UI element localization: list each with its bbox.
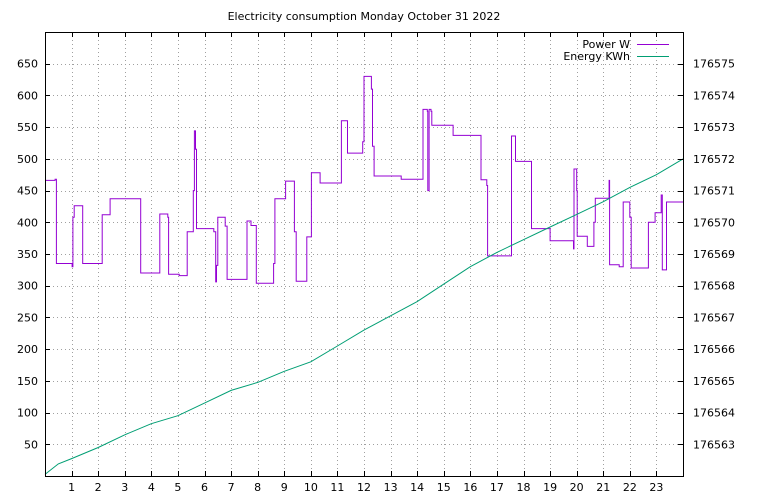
x-tick-label: 20 [570, 481, 584, 494]
y-tick-label: 350 [17, 248, 38, 261]
series-line-2 [44, 158, 684, 475]
legend-label: Energy KWh [563, 50, 630, 63]
y2-tick-label: 176567 [693, 311, 735, 324]
y-tick-label: 500 [17, 153, 38, 166]
y-tick-label: 650 [17, 58, 38, 71]
x-tick-label: 9 [281, 481, 288, 494]
y2-tick-label: 176563 [693, 438, 735, 451]
x-tick-label: 22 [623, 481, 637, 494]
y2-tick-label: 176574 [693, 89, 735, 102]
legend-label: Power W [582, 38, 630, 51]
x-tick-label: 8 [254, 481, 261, 494]
y2-tick-label: 176564 [693, 407, 735, 420]
series-line-1 [45, 75, 683, 284]
y2-tick-label: 176569 [693, 248, 735, 261]
x-tick-label: 4 [148, 481, 155, 494]
y2-tick-label: 176570 [693, 216, 735, 229]
x-tick-label: 21 [596, 481, 610, 494]
y2-tick-label: 176566 [693, 343, 735, 356]
x-tick-label: 13 [384, 481, 398, 494]
chart-title: Electricity consumption Monday October 3… [228, 10, 501, 23]
x-tick-label: 23 [649, 481, 663, 494]
x-tick-label: 19 [543, 481, 557, 494]
x-tick-label: 6 [201, 481, 208, 494]
x-tick-label: 1 [68, 481, 75, 494]
y2-tick-label: 176573 [693, 121, 735, 134]
y-tick-label: 100 [17, 407, 38, 420]
y-tick-label: 50 [24, 438, 38, 451]
x-tick-label: 5 [174, 481, 181, 494]
x-tick-label: 14 [410, 481, 424, 494]
x-tick-label: 12 [357, 481, 371, 494]
y2-tick-label: 176568 [693, 280, 735, 293]
x-tick-label: 15 [437, 481, 451, 494]
plot-series [44, 75, 684, 475]
x-tick-label: 3 [121, 481, 128, 494]
y-tick-label: 200 [17, 343, 38, 356]
x-tick-label: 16 [463, 481, 477, 494]
x-tick-label: 2 [95, 481, 102, 494]
x-tick-label: 7 [228, 481, 235, 494]
y-tick-label: 550 [17, 121, 38, 134]
y-tick-label: 300 [17, 280, 38, 293]
y-tick-label: 250 [17, 311, 38, 324]
y-tick-label: 400 [17, 216, 38, 229]
x-tick-label: 11 [330, 481, 344, 494]
y2-tick-label: 176572 [693, 153, 735, 166]
y2-tick-label: 176575 [693, 58, 735, 71]
y-tick-label: 150 [17, 375, 38, 388]
x-tick-label: 10 [304, 481, 318, 494]
y-tick-label: 600 [17, 89, 38, 102]
y-tick-label: 450 [17, 185, 38, 198]
axes: 1 2 3 4 5 6 7 8 9 10 11 12 13 14 15 16 17 18 19 20 21 22 23501… [17, 32, 735, 494]
x-tick-label: 18 [517, 481, 531, 494]
y2-tick-label: 176565 [693, 375, 735, 388]
y2-tick-label: 176571 [693, 185, 735, 198]
x-tick-label: 17 [490, 481, 504, 494]
